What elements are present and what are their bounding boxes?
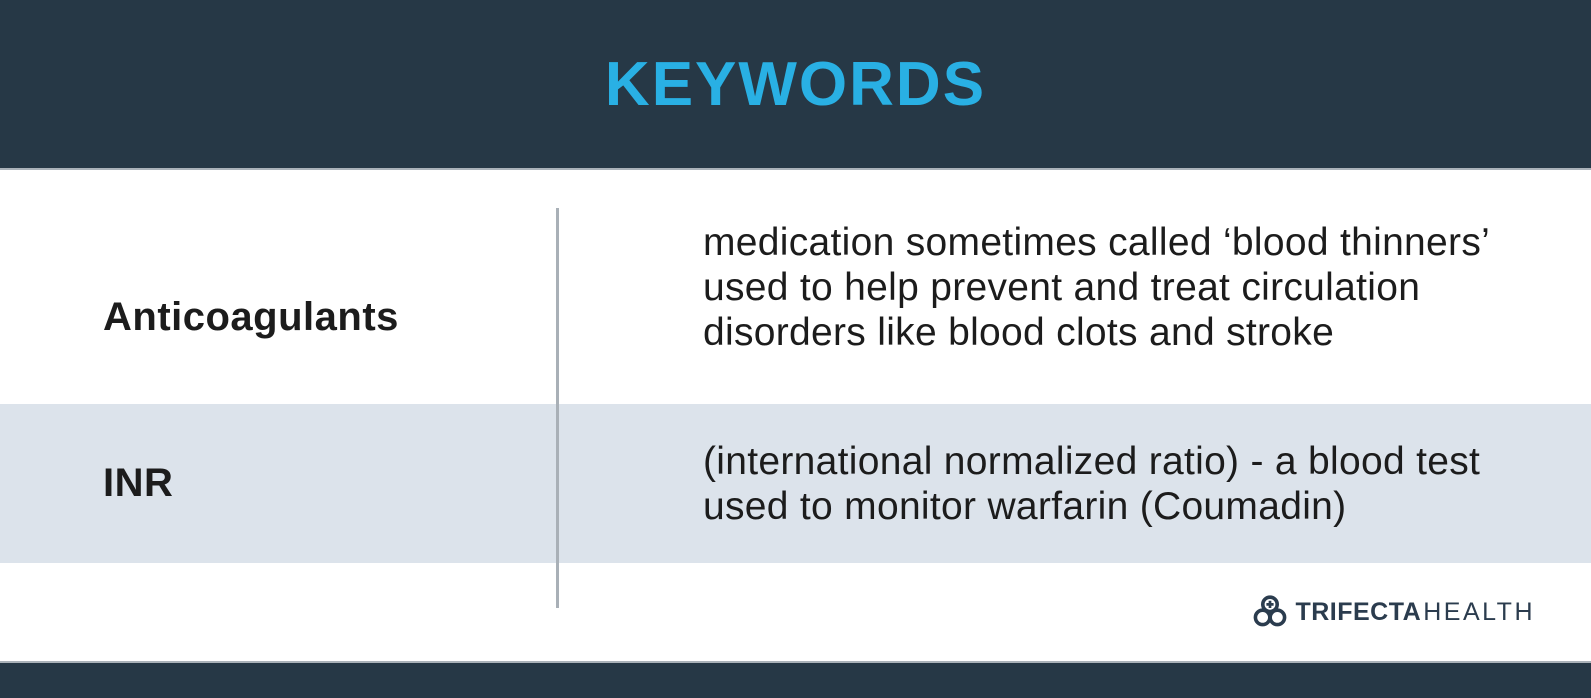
definition-text: medication sometimes called ‘blood thinn… (703, 220, 1489, 354)
header-banner: KEYWORDS (0, 0, 1591, 170)
keywords-table: Anticoagulants medication sometimes call… (0, 170, 1591, 661)
logo-brand-text: TRIFECTA (1295, 597, 1422, 626)
logo-suffix-text: HEALTH (1423, 597, 1535, 626)
keyword-cell-inr: INR (103, 461, 174, 505)
definition-cell: medication sometimes called ‘blood thinn… (557, 170, 1591, 404)
definition-cell: (international normalized ratio) - a blo… (557, 404, 1591, 563)
column-divider-line (556, 208, 559, 608)
definition-text: (international normalized ratio) - a blo… (703, 439, 1481, 528)
trifecta-circles-icon (1254, 595, 1287, 627)
table-row: Anticoagulants medication sometimes call… (0, 170, 1591, 404)
trifecta-health-logo: TRIFECTA HEALTH (1252, 594, 1535, 630)
logo-strip: TRIFECTA HEALTH (0, 563, 1591, 661)
table-row: INR (international normalized ratio) - a… (0, 404, 1591, 563)
page-title: KEYWORDS (604, 49, 987, 119)
keyword-cell-anticoagulants: Anticoagulants (103, 294, 399, 339)
bottom-bar (0, 661, 1591, 698)
